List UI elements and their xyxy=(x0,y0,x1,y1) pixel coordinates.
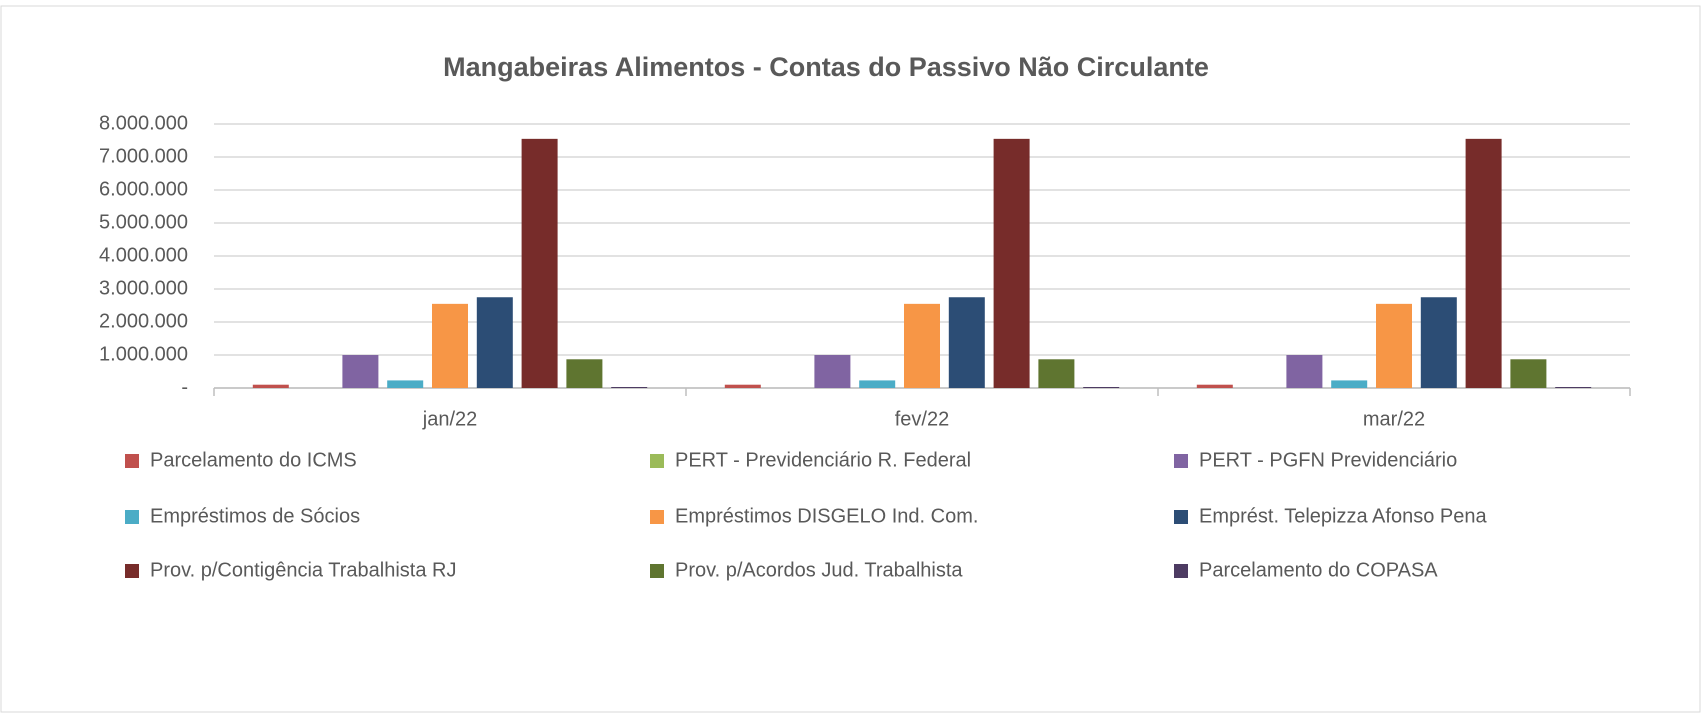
bar xyxy=(252,384,289,388)
legend-label: Parcelamento do COPASA xyxy=(1199,559,1438,581)
legend-swatch xyxy=(1174,564,1188,578)
x-tick-label: fev/22 xyxy=(895,408,949,430)
y-tick-label: 1.000.000 xyxy=(99,343,188,365)
bar xyxy=(1196,384,1233,388)
bar xyxy=(904,303,940,388)
bar xyxy=(993,138,1030,388)
bar xyxy=(611,387,648,388)
bar xyxy=(1083,387,1120,388)
bar xyxy=(1286,355,1323,388)
legend-swatch xyxy=(125,510,139,524)
bar xyxy=(476,297,513,388)
bar xyxy=(1038,359,1075,388)
legend-label: Empréstimos de Sócios xyxy=(150,505,360,527)
legend-swatch xyxy=(650,564,664,578)
legend-swatch xyxy=(125,454,139,468)
bar xyxy=(948,297,985,388)
legend-swatch xyxy=(1174,510,1188,524)
legend-swatch xyxy=(1174,454,1188,468)
legend-label: Emprést. Telepizza Afonso Pena xyxy=(1199,505,1487,527)
bar xyxy=(432,303,468,388)
legend-label: Parcelamento do ICMS xyxy=(150,449,357,471)
legend-swatch xyxy=(650,454,664,468)
bar xyxy=(1465,138,1502,388)
y-tick-label: 7.000.000 xyxy=(99,145,188,167)
legend-label: Empréstimos DISGELO Ind. Com. xyxy=(675,505,978,527)
bar xyxy=(1376,303,1412,388)
bar xyxy=(1331,380,1368,388)
bar xyxy=(566,359,603,388)
bar xyxy=(724,384,761,388)
bar xyxy=(814,355,851,388)
y-tick-label: 6.000.000 xyxy=(99,178,188,200)
bar xyxy=(342,355,379,388)
y-tick-label: 8.000.000 xyxy=(99,112,188,134)
legend-label: PERT - PGFN Previdenciário xyxy=(1199,449,1457,471)
y-tick-label: 2.000.000 xyxy=(99,310,188,332)
bar xyxy=(521,138,558,388)
bar xyxy=(1555,387,1592,388)
bar xyxy=(1420,297,1457,388)
legend-label: Prov. p/Acordos Jud. Trabalhista xyxy=(675,559,963,581)
y-tick-label: 5.000.000 xyxy=(99,211,188,233)
bar xyxy=(387,380,424,388)
legend-swatch xyxy=(125,564,139,578)
y-tick-label: 4.000.000 xyxy=(99,244,188,266)
legend-swatch xyxy=(650,510,664,524)
legend-label: Prov. p/Contigência Trabalhista RJ xyxy=(150,559,456,581)
y-tick-label: - xyxy=(181,376,188,398)
bar xyxy=(1510,359,1547,388)
y-tick-label: 3.000.000 xyxy=(99,277,188,299)
legend-label: PERT - Previdenciário R. Federal xyxy=(675,449,971,471)
x-tick-label: jan/22 xyxy=(422,408,478,430)
x-tick-label: mar/22 xyxy=(1363,408,1425,430)
chart-title: Mangabeiras Alimentos - Contas do Passiv… xyxy=(443,52,1209,82)
bar xyxy=(859,380,896,388)
